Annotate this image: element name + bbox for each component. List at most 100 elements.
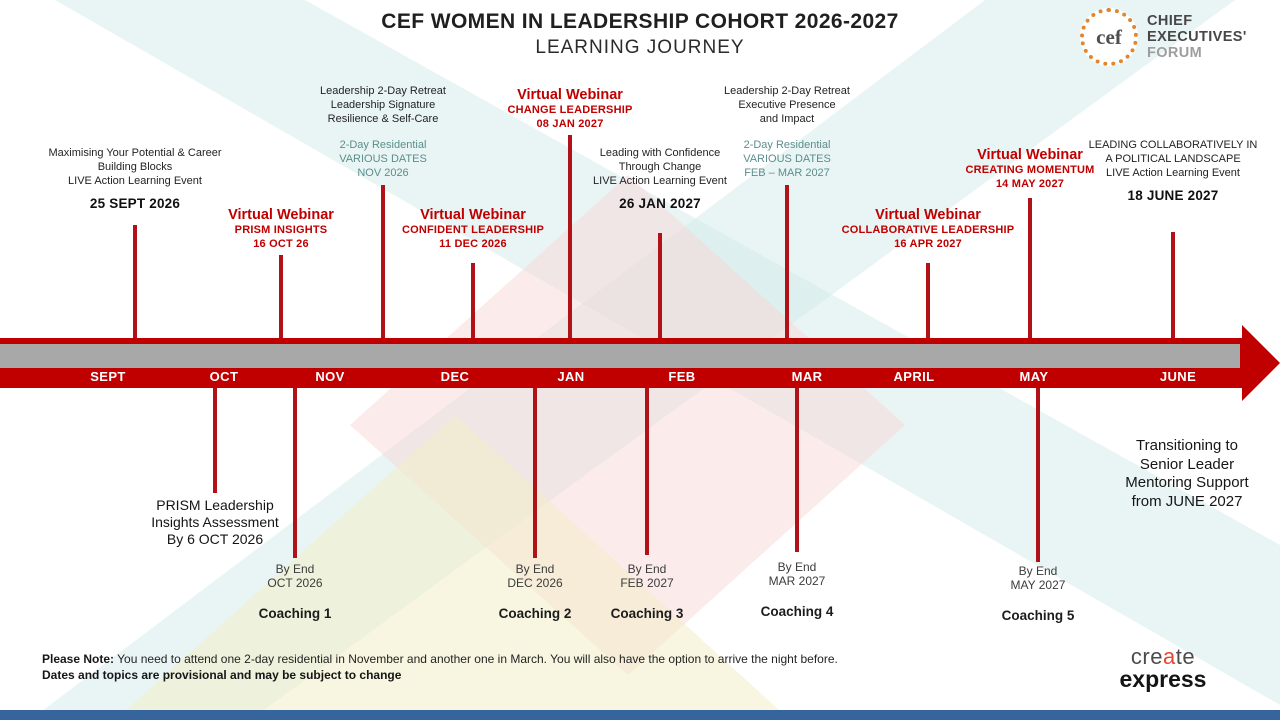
coaching-when: By End bbox=[777, 560, 817, 574]
timeline-tick bbox=[133, 225, 137, 338]
create-express-logo: create express bbox=[1108, 645, 1218, 692]
event-june-live: LEADING COLLABORATIVELY IN A POLITICAL L… bbox=[1083, 138, 1263, 204]
schedule-line: VARIOUS DATES bbox=[743, 153, 831, 165]
mentoring-line: Transitioning to bbox=[1136, 437, 1238, 454]
schedule-line: FEB – MAR 2027 bbox=[744, 167, 830, 179]
footnote-line-2: Dates and topics are provisional and may… bbox=[42, 668, 402, 682]
timeline-tick bbox=[785, 185, 789, 338]
event-line: Building Blocks bbox=[97, 161, 173, 173]
event-oct-webinar: Virtual Webinar PRISM INSIGHTS 16 OCT 26 bbox=[196, 206, 366, 251]
webinar-title: Virtual Webinar bbox=[228, 207, 334, 223]
coaching-3: By End FEB 2027 Coaching 3 bbox=[587, 562, 707, 621]
coaching-2: By End DEC 2026 Coaching 2 bbox=[475, 562, 595, 621]
webinar-topic: COLLABORATIVE LEADERSHIP bbox=[841, 224, 1015, 236]
timeline-tick bbox=[1171, 232, 1175, 338]
month-label: JAN bbox=[557, 369, 585, 384]
timeline-tick bbox=[926, 263, 930, 338]
webinar-topic: CHANGE LEADERSHIP bbox=[507, 104, 633, 116]
webinar-date: 08 JAN 2027 bbox=[536, 117, 604, 130]
month-label: FEB bbox=[668, 369, 696, 384]
event-line: LIVE Action Learning Event bbox=[1106, 167, 1240, 179]
coaching-when: By End bbox=[275, 562, 315, 576]
coaching-label: Coaching 5 bbox=[1001, 608, 1075, 623]
event-line: LIVE Action Learning Event bbox=[68, 175, 202, 187]
event-line: and Impact bbox=[759, 113, 815, 125]
timeline-inner-bar bbox=[0, 344, 1240, 368]
event-line: Leadership 2-Day Retreat bbox=[320, 85, 446, 97]
coaching-label: Coaching 2 bbox=[498, 606, 572, 621]
coaching-label: Coaching 4 bbox=[760, 604, 834, 619]
timeline-tick bbox=[279, 255, 283, 338]
coaching-5: By End MAY 2027 Coaching 5 bbox=[978, 564, 1098, 623]
webinar-title: Virtual Webinar bbox=[517, 87, 623, 103]
brand-wordmark-2: express bbox=[1119, 666, 1207, 692]
mentoring-line: Mentoring Support bbox=[1125, 474, 1249, 491]
cef-logo: cef CHIEF EXECUTIVES' FORUM bbox=[1080, 8, 1247, 66]
month-label: SEPT bbox=[90, 369, 126, 384]
coaching-when: OCT 2026 bbox=[267, 576, 323, 590]
coaching-when: MAR 2027 bbox=[768, 574, 826, 588]
coaching-when: By End bbox=[1018, 564, 1058, 578]
cef-logo-mark: cef bbox=[1080, 8, 1138, 66]
event-mar-residential: Leadership 2-Day Retreat Executive Prese… bbox=[687, 84, 887, 180]
footnote-label: Please Note: bbox=[42, 652, 115, 666]
event-sept-live: Maximising Your Potential & Career Build… bbox=[30, 146, 240, 212]
cef-org-line: FORUM bbox=[1147, 45, 1203, 61]
cef-org-line: EXECUTIVES' bbox=[1147, 29, 1247, 45]
webinar-title: Virtual Webinar bbox=[977, 147, 1083, 163]
timeline-tick bbox=[213, 388, 217, 493]
event-jan-live: Leading with Confidence Through Change L… bbox=[565, 146, 755, 212]
prism-line: Insights Assessment bbox=[151, 514, 279, 530]
coaching-when: MAY 2027 bbox=[1010, 578, 1066, 592]
residential-schedule: 2-Day Residential VARIOUS DATES FEB – MA… bbox=[687, 138, 887, 180]
month-label: DEC bbox=[440, 369, 470, 384]
schedule-line: 2-Day Residential bbox=[743, 139, 831, 151]
coaching-1: By End OCT 2026 Coaching 1 bbox=[235, 562, 355, 621]
schedule-line: VARIOUS DATES bbox=[339, 153, 427, 165]
footnote-text: You need to attend one 2-day residential… bbox=[117, 652, 838, 666]
mentoring-note: Transitioning to Senior Leader Mentoring… bbox=[1092, 437, 1280, 511]
event-date: 18 JUNE 2027 bbox=[1127, 188, 1219, 203]
webinar-topic: PRISM INSIGHTS bbox=[234, 224, 328, 236]
coaching-when: DEC 2026 bbox=[507, 576, 563, 590]
residential-schedule: 2-Day Residential VARIOUS DATES NOV 2026 bbox=[283, 138, 483, 180]
timeline-tick bbox=[471, 263, 475, 338]
schedule-line: NOV 2026 bbox=[357, 167, 409, 179]
webinar-date: 16 OCT 26 bbox=[253, 237, 309, 250]
event-line: A POLITICAL LANDSCAPE bbox=[1105, 153, 1241, 165]
event-date: 25 SEPT 2026 bbox=[89, 196, 181, 211]
timeline-tick bbox=[1036, 388, 1040, 562]
event-dec-webinar: Virtual Webinar CONFIDENT LEADERSHIP 11 … bbox=[378, 206, 568, 251]
webinar-topic: CONFIDENT LEADERSHIP bbox=[401, 224, 545, 236]
mentoring-line: from JUNE 2027 bbox=[1131, 492, 1243, 510]
webinar-date: 16 APR 2027 bbox=[894, 237, 962, 250]
month-label: NOV bbox=[315, 369, 345, 384]
event-line: LIVE Action Learning Event bbox=[593, 175, 727, 187]
event-apr-webinar: Virtual Webinar COLLABORATIVE LEADERSHIP… bbox=[828, 206, 1028, 251]
coaching-when: FEB 2027 bbox=[620, 576, 674, 590]
timeline-tick bbox=[645, 388, 649, 555]
webinar-topic: CREATING MOMENTUM bbox=[965, 164, 1095, 176]
month-label: MAY bbox=[1019, 369, 1049, 384]
page-subtitle: LEARNING JOURNEY bbox=[535, 37, 745, 58]
event-date: 26 JAN 2027 bbox=[619, 196, 701, 211]
webinar-title: Virtual Webinar bbox=[420, 207, 526, 223]
webinar-title: Virtual Webinar bbox=[875, 207, 981, 223]
month-label: OCT bbox=[209, 369, 239, 384]
coaching-when: By End bbox=[627, 562, 667, 576]
timeline-tick bbox=[293, 388, 297, 558]
coaching-when: By End bbox=[515, 562, 555, 576]
timeline-tick bbox=[795, 388, 799, 552]
mentoring-line: Senior Leader bbox=[1139, 455, 1235, 473]
event-line: Maximising Your Potential & Career bbox=[48, 147, 222, 159]
timeline-tick bbox=[568, 135, 572, 338]
timeline-arrowhead bbox=[1242, 325, 1280, 401]
event-nov-residential: Leadership 2-Day Retreat Leadership Sign… bbox=[283, 84, 483, 180]
cef-monogram: cef bbox=[1096, 24, 1122, 49]
event-line: Through Change bbox=[618, 161, 702, 173]
timeline-tick bbox=[381, 185, 385, 338]
coaching-label: Coaching 3 bbox=[610, 606, 684, 621]
event-jan-webinar: Virtual Webinar CHANGE LEADERSHIP 08 JAN… bbox=[480, 86, 660, 131]
webinar-date: 11 DEC 2026 bbox=[439, 237, 507, 250]
webinar-date: 14 MAY 2027 bbox=[995, 177, 1065, 190]
